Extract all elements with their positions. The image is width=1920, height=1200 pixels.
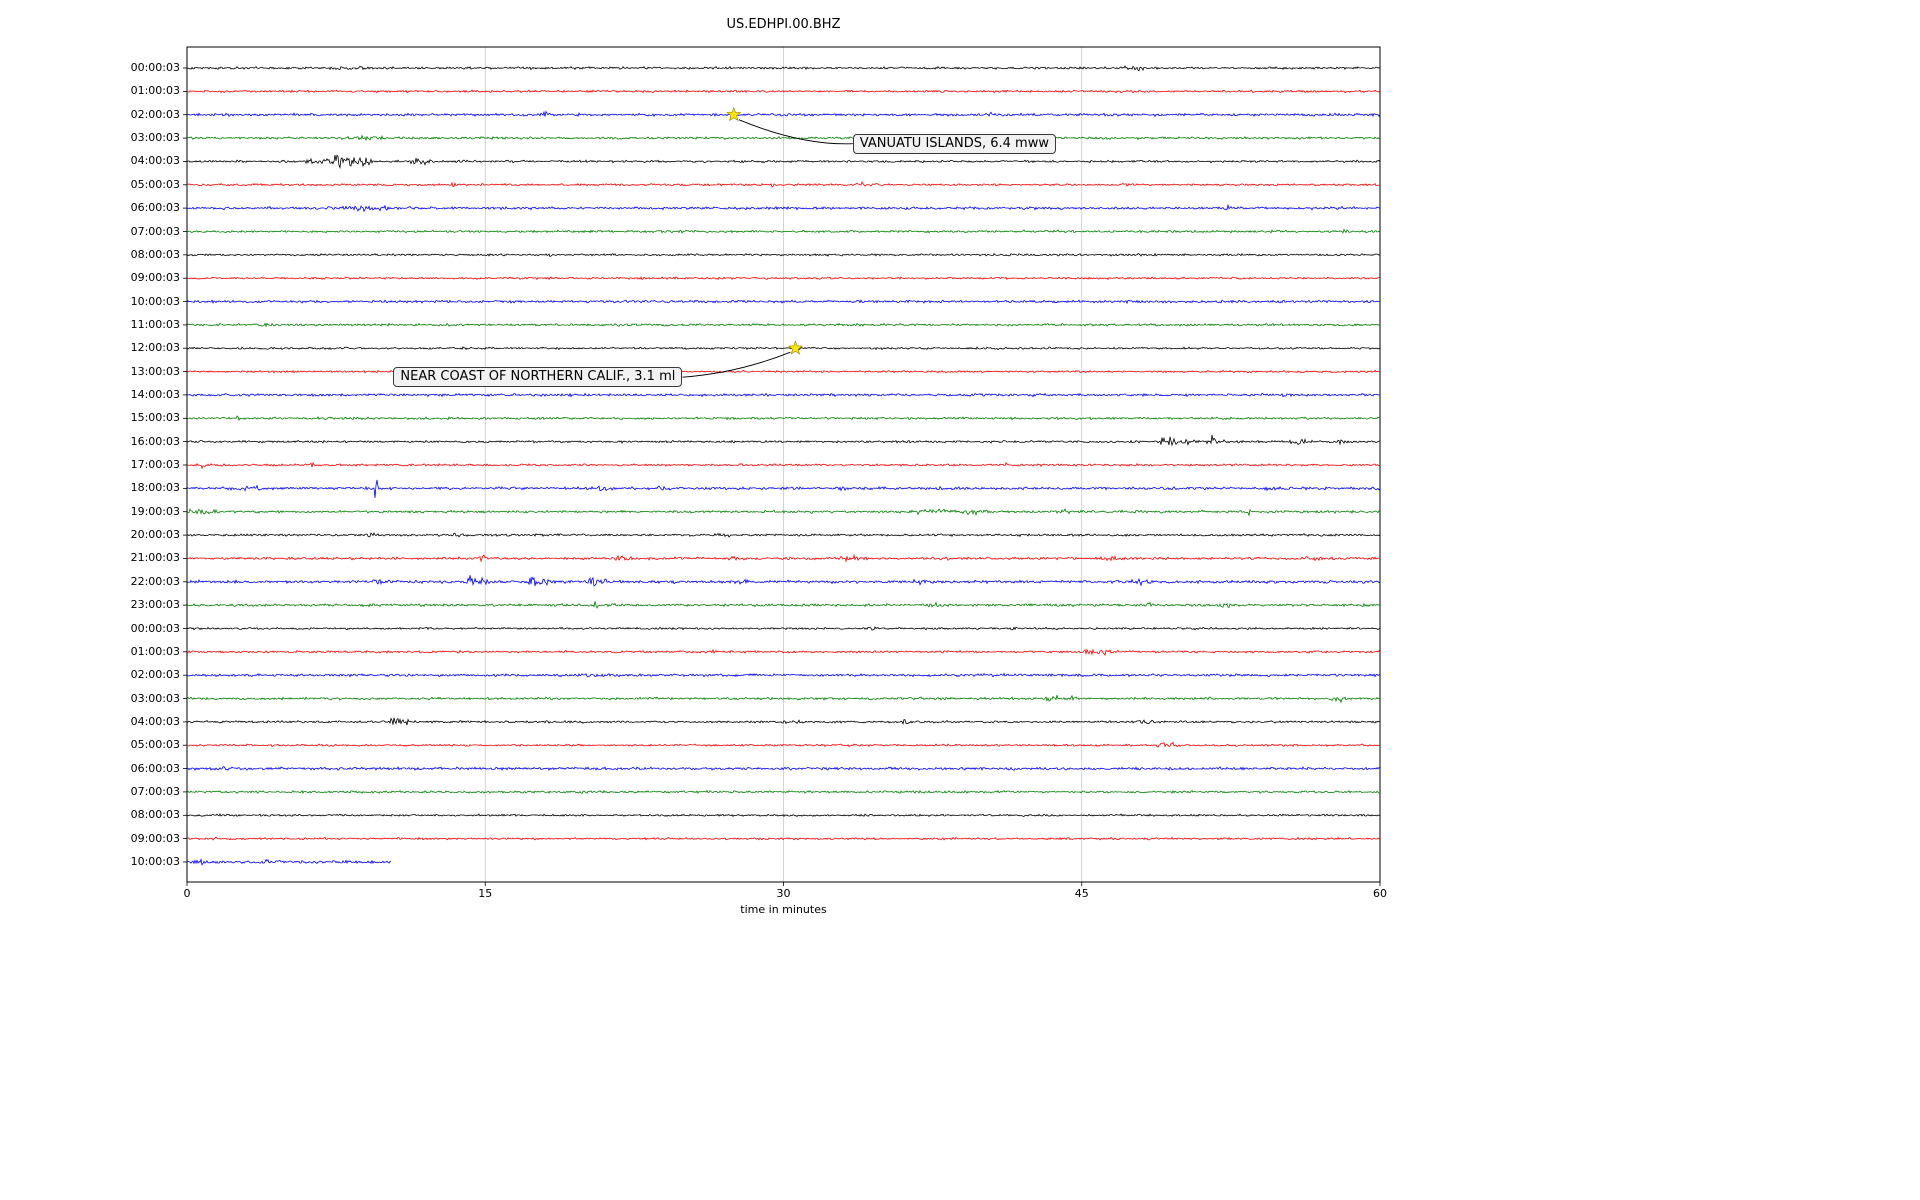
x-tick-label-0: 0 (183, 887, 191, 900)
row-label-14: 14:00:03 (130, 387, 180, 401)
row-label-10: 10:00:03 (130, 294, 180, 308)
row-label-19: 19:00:03 (130, 504, 180, 518)
row-label-17: 17:00:03 (130, 458, 180, 471)
trace-row-17 (186, 461, 1381, 470)
row-label-5: 05:00:03 (130, 177, 180, 191)
trace-row-10 (186, 299, 1381, 305)
trace-row-9 (186, 276, 1381, 281)
trace-row-7 (186, 228, 1381, 234)
row-label-27: 03:00:03 (130, 691, 180, 705)
row-label-15: 15:00:03 (130, 411, 180, 425)
trace-row-32 (186, 813, 1381, 818)
row-label-9: 09:00:03 (130, 271, 180, 285)
row-label-30: 06:00:03 (130, 761, 180, 775)
trace-row-1 (186, 89, 1381, 94)
row-label-16: 16:00:03 (130, 434, 180, 448)
trace-row-2 (186, 110, 1381, 119)
x-tick-label-15: 15 (478, 887, 493, 900)
row-label-13: 13:00:03 (130, 364, 180, 378)
row-label-11: 11:00:03 (130, 317, 180, 331)
trace-row-6 (186, 203, 1381, 213)
row-label-6: 06:00:03 (130, 201, 180, 215)
row-label-8: 08:00:03 (130, 247, 180, 261)
trace-row-13 (186, 369, 1381, 374)
annotation-connector-1 (682, 351, 791, 378)
row-label-26: 02:00:03 (130, 668, 180, 682)
trace-row-19 (186, 508, 1381, 517)
event-star-icon (788, 340, 803, 355)
annotation-connector-0 (738, 119, 853, 145)
x-axis-label: time in minutes (740, 903, 827, 916)
row-label-28: 04:00:03 (130, 714, 180, 728)
trace-row-15 (186, 415, 1381, 422)
row-label-1: 01:00:03 (130, 84, 180, 98)
row-label-18: 18:00:03 (130, 481, 180, 495)
trace-row-23 (186, 601, 1381, 609)
row-label-20: 20:00:03 (130, 528, 180, 542)
row-label-21: 21:00:03 (130, 551, 180, 565)
trace-row-24 (186, 626, 1381, 631)
row-label-31: 07:00:03 (130, 784, 180, 798)
trace-row-4 (186, 154, 1381, 170)
row-label-29: 05:00:03 (130, 738, 180, 752)
row-label-3: 03:00:03 (130, 131, 180, 145)
trace-row-28 (186, 717, 1381, 726)
trace-row-30 (186, 766, 1381, 772)
trace-row-8 (186, 252, 1381, 258)
trace-row-0 (186, 65, 1381, 72)
row-label-4: 04:00:03 (130, 154, 180, 168)
event-annotation-vanuatu: VANUATU ISLANDS, 6.4 mww (852, 133, 1056, 154)
trace-row-18 (186, 479, 1381, 498)
trace-row-25 (186, 648, 1381, 656)
row-label-24: 00:00:03 (130, 621, 180, 635)
row-label-22: 22:00:03 (130, 574, 180, 588)
figure-title: US.EDHPI.00.BHZ (726, 17, 841, 32)
trace-row-16 (186, 434, 1381, 447)
trace-row-29 (186, 741, 1380, 748)
trace-row-34 (186, 858, 392, 866)
trace-row-26 (186, 672, 1381, 678)
x-tick-label-45: 45 (1074, 887, 1089, 900)
trace-row-20 (186, 532, 1381, 538)
row-label-33: 09:00:03 (130, 831, 180, 845)
row-label-0: 00:00:03 (130, 61, 180, 74)
trace-row-3 (186, 134, 1381, 142)
trace-row-21 (186, 553, 1381, 563)
trace-row-5 (186, 180, 1381, 188)
row-label-2: 02:00:03 (130, 107, 180, 121)
x-tick-label-60: 60 (1373, 887, 1387, 900)
row-label-23: 23:00:03 (130, 598, 180, 612)
trace-row-14 (186, 392, 1381, 398)
row-label-7: 07:00:03 (130, 224, 180, 238)
row-label-12: 12:00:03 (130, 341, 180, 355)
row-label-34: 10:00:03 (130, 855, 180, 868)
event-annotation-norcal: NEAR COAST OF NORTHERN CALIF., 3.1 ml (393, 367, 683, 388)
trace-row-33 (186, 836, 1381, 841)
x-tick-label-30: 30 (776, 887, 791, 900)
trace-row-31 (186, 789, 1381, 795)
trace-row-27 (186, 694, 1381, 704)
trace-row-12 (186, 346, 1381, 351)
event-star-icon (726, 106, 742, 122)
trace-row-22 (186, 575, 1381, 587)
row-label-25: 01:00:03 (130, 644, 180, 658)
trace-row-11 (186, 322, 1381, 328)
row-label-32: 08:00:03 (130, 808, 180, 822)
